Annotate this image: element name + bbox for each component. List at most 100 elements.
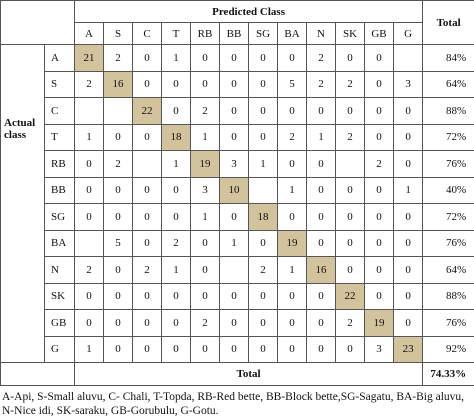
confusion-matrix: Predicted Class Total A S C T RB BB SG BA N SK GB G…: [0, 0, 474, 386]
cell: 0: [392, 282, 424, 310]
cell: 1: [306, 123, 336, 151]
cell: 0: [190, 282, 220, 310]
cell: 0: [248, 97, 278, 125]
cell: 2: [103, 44, 133, 72]
cell: 0: [335, 44, 365, 72]
cell: 22: [132, 97, 162, 125]
row-label: BA: [44, 229, 75, 257]
cell: 0: [132, 70, 162, 98]
cell: 0: [335, 176, 365, 204]
total-header: Total: [422, 0, 474, 45]
cell: 1: [161, 256, 191, 284]
cell: 0: [277, 150, 307, 178]
cell: 0: [364, 282, 394, 310]
row-total: 76%: [422, 150, 474, 178]
cell: 0: [132, 282, 162, 310]
cell: 0: [335, 203, 365, 231]
cell: 0: [364, 229, 394, 257]
cell: 2: [335, 123, 365, 151]
total-label: Total: [73, 362, 424, 386]
row-label: GB: [44, 309, 75, 337]
cell: 0: [190, 335, 220, 363]
cell: 0: [132, 123, 162, 151]
cell: 0: [306, 229, 336, 257]
cell: 0: [161, 335, 191, 363]
cell: 0: [132, 309, 162, 337]
row-total: 72%: [422, 203, 474, 231]
cell: 0: [219, 203, 249, 231]
column-header: C: [132, 22, 162, 45]
cell: 0: [277, 97, 307, 125]
overall-total: 74.33%: [422, 362, 474, 386]
cell: 0: [161, 97, 191, 125]
column-header: G: [392, 22, 424, 45]
cell: 2: [248, 256, 278, 284]
cell: 16: [103, 70, 133, 98]
cell: 0: [103, 123, 133, 151]
cell: 0: [248, 309, 278, 337]
cell: 0: [132, 203, 162, 231]
cell: 0: [392, 97, 424, 125]
cell: 0: [190, 70, 220, 98]
cell: 0: [277, 309, 307, 337]
column-header: N: [306, 22, 336, 45]
actual-header: Actual class: [0, 44, 45, 363]
cell: 21: [74, 44, 104, 72]
cell: 0: [364, 176, 394, 204]
cell: 0: [103, 256, 133, 284]
cell: 1: [161, 150, 191, 178]
cell: 0: [392, 123, 424, 151]
cell: 0: [277, 335, 307, 363]
column-header: GB: [364, 22, 394, 45]
cell: 0: [306, 282, 336, 310]
cell: 5: [103, 229, 133, 257]
cell: 0: [335, 229, 365, 257]
cell: 0: [248, 335, 278, 363]
cell: 0: [364, 70, 394, 98]
cell: 0: [132, 176, 162, 204]
column-header: A: [74, 22, 104, 45]
cell: 2: [74, 70, 104, 98]
cell: 0: [190, 256, 220, 284]
cell: 2: [306, 70, 336, 98]
column-header: BA: [277, 22, 307, 45]
cell: 2: [364, 150, 394, 178]
cell: 0: [219, 282, 249, 310]
cell: 0: [277, 44, 307, 72]
cell: 0: [335, 335, 365, 363]
cell: 0: [392, 229, 424, 257]
cell: 19: [190, 150, 220, 178]
cell: 0: [364, 203, 394, 231]
row-label: T: [44, 123, 75, 151]
predicted-header: Predicted Class: [73, 0, 424, 23]
cell: 0: [306, 335, 336, 363]
cell: [103, 97, 133, 125]
cell: 0: [248, 229, 278, 257]
cell: 0: [392, 256, 424, 284]
corner: [0, 0, 75, 45]
row-label: N: [44, 256, 75, 284]
cell: 0: [103, 203, 133, 231]
cell: 2: [190, 309, 220, 337]
cell: 3: [364, 335, 394, 363]
cell: 0: [277, 203, 307, 231]
cell: 0: [277, 282, 307, 310]
cell: 2: [161, 229, 191, 257]
cell: 0: [219, 123, 249, 151]
row-total: 84%: [422, 44, 474, 72]
cell: 0: [190, 229, 220, 257]
cell: 0: [103, 309, 133, 337]
cell: 0: [219, 309, 249, 337]
cell: 0: [161, 176, 191, 204]
cell: 18: [161, 123, 191, 151]
cell: 0: [219, 335, 249, 363]
cell: 1: [74, 335, 104, 363]
cell: 0: [306, 203, 336, 231]
cell: 2: [277, 123, 307, 151]
cell: 0: [190, 44, 220, 72]
column-header: S: [103, 22, 133, 45]
cell: 0: [132, 335, 162, 363]
caption: A-Api, S-Small aluvu, C- Chali, T-Topda,…: [2, 391, 465, 417]
cell: [392, 44, 424, 72]
cell: 2: [132, 256, 162, 284]
